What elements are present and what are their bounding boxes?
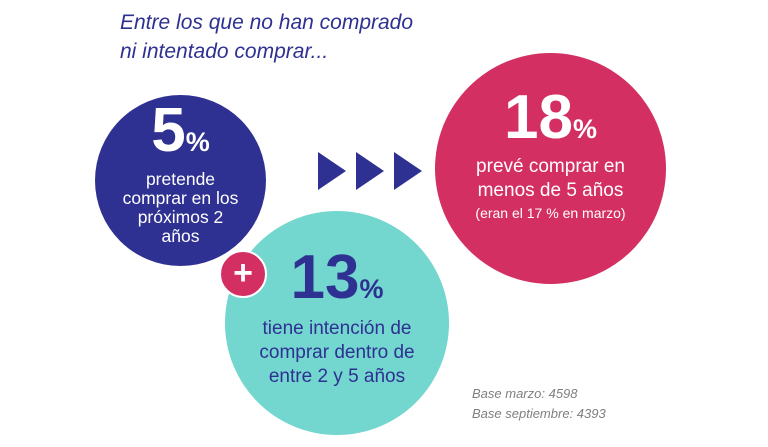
short-term-circle: 5% pretende comprar en los próximos 2 añ… xyxy=(95,95,266,266)
mid-term-unit: % xyxy=(359,274,384,304)
base-september: Base septiembre: 4393 xyxy=(472,406,606,421)
mid-term-description: tiene intención de comprar dentro de ent… xyxy=(225,317,449,389)
total-circle: 18% prevé comprar en menos de 5 años (er… xyxy=(435,53,666,284)
heading-line-1: Entre los que no han comprado xyxy=(120,11,414,34)
arrow-2-icon xyxy=(356,152,384,190)
short-term-desc-line-1: pretende xyxy=(145,169,216,189)
base-march: Base marzo: 4598 xyxy=(472,386,578,401)
total-note: (eran el 17 % en marzo) xyxy=(475,205,626,221)
arrow-3-icon xyxy=(394,152,422,190)
total-percentage: 18% xyxy=(435,87,666,149)
heading-line-2: ni intentado comprar... xyxy=(120,40,329,63)
mid-term-desc-line-3: entre 2 y 5 años xyxy=(268,366,406,387)
total-desc-line-2: menos de 5 años xyxy=(477,180,624,201)
mid-term-circle: 13% tiene intención de comprar dentro de… xyxy=(225,211,449,435)
short-term-percentage: 5% xyxy=(95,100,266,162)
mid-term-desc-line-1: tiene intención de xyxy=(262,318,412,339)
short-term-unit: % xyxy=(185,127,210,157)
base-sample-info: Base marzo: 4598 Base septiembre: 4393 xyxy=(472,384,606,424)
short-term-desc-line-4: años xyxy=(161,226,200,246)
total-description: prevé comprar en menos de 5 años (eran e… xyxy=(435,155,666,223)
plus-icon: + xyxy=(219,250,267,298)
mid-term-value: 13 xyxy=(290,243,360,312)
arrow-1-icon xyxy=(318,152,346,190)
heading: Entre los que no han comprado ni intenta… xyxy=(120,8,413,66)
mid-term-desc-line-2: comprar dentro de xyxy=(259,342,415,363)
short-term-desc-line-2: comprar en los xyxy=(122,188,239,208)
total-desc-line-1: prevé comprar en xyxy=(476,156,625,177)
short-term-description: pretende comprar en los próximos 2 años xyxy=(95,170,266,246)
total-unit: % xyxy=(572,114,597,144)
triple-right-triangle-icon xyxy=(318,152,422,190)
mid-term-percentage: 13% xyxy=(225,247,449,309)
short-term-value: 5 xyxy=(151,96,186,165)
short-term-desc-line-3: próximos 2 xyxy=(137,207,224,227)
total-value: 18 xyxy=(504,83,573,152)
